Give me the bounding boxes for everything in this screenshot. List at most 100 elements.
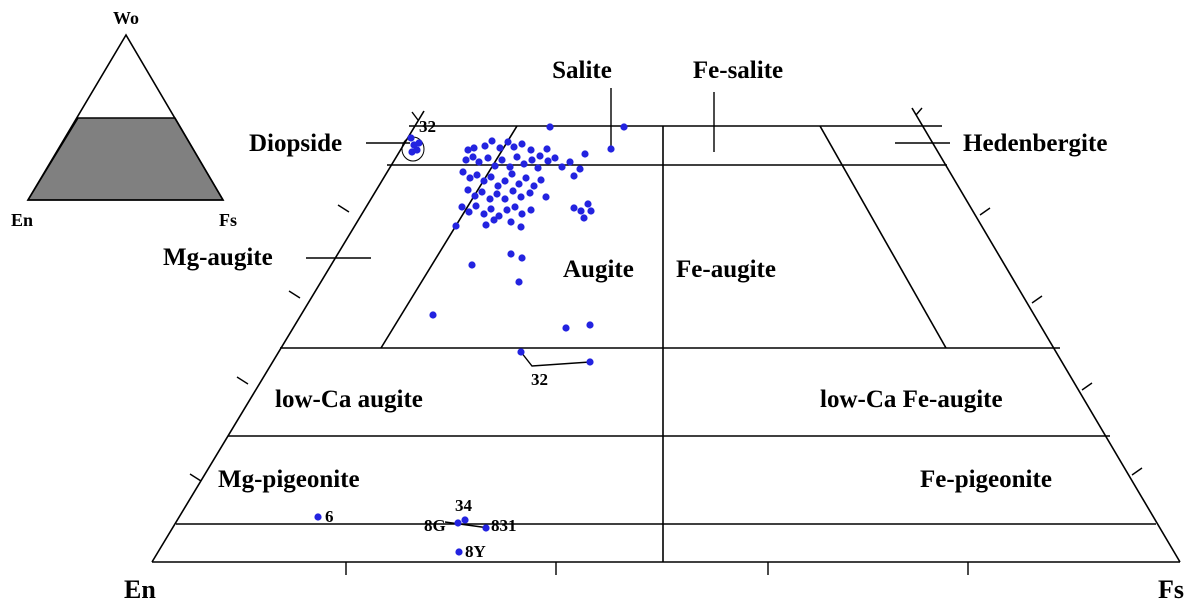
- data-point: [488, 137, 496, 145]
- point-label-8g: 8G: [424, 516, 446, 535]
- data-point: [536, 152, 544, 160]
- point-label-32-mid: 32: [531, 370, 548, 389]
- data-point: [517, 193, 525, 201]
- data-point: [501, 177, 509, 185]
- field-labels: Diopside Salite Fe-salite Hedenbergite M…: [163, 57, 1107, 493]
- data-point: [515, 180, 523, 188]
- tick-left-1: [189, 473, 202, 482]
- data-point: [504, 138, 512, 146]
- data-point: [469, 153, 477, 161]
- data-points: [314, 123, 628, 556]
- data-point: [506, 163, 514, 171]
- data-point: [462, 156, 470, 164]
- data-point: [465, 208, 473, 216]
- data-point: [562, 324, 570, 332]
- data-point: [484, 154, 492, 162]
- label-augite: Augite: [563, 256, 634, 283]
- label-mg-augite: Mg-augite: [163, 244, 273, 271]
- data-point: [526, 189, 534, 197]
- axis-label-fs: Fs: [1158, 575, 1184, 604]
- boundary-mg-augite: [380, 125, 518, 349]
- inset-label-en: En: [11, 210, 33, 230]
- data-point: [498, 156, 506, 164]
- leader-8g-831: [444, 521, 490, 529]
- data-point: [472, 202, 480, 210]
- data-point: [527, 206, 535, 214]
- boundary-fe-augite: [819, 125, 947, 349]
- data-point: [314, 513, 322, 521]
- data-point: [454, 519, 462, 527]
- data-point: [509, 187, 517, 195]
- data-point: [482, 524, 490, 532]
- label-mg-pigeonite: Mg-pigeonite: [218, 466, 360, 493]
- data-point: [487, 173, 495, 181]
- data-point: [491, 162, 499, 170]
- label-fe-pigeonite: Fe-pigeonite: [920, 466, 1052, 493]
- tick-left-2: [236, 376, 249, 385]
- data-point: [407, 134, 415, 142]
- data-point: [570, 172, 578, 180]
- data-point: [482, 221, 490, 229]
- data-point: [481, 142, 489, 150]
- inset-label-wo: Wo: [113, 8, 139, 28]
- inset-label-fs: Fs: [219, 210, 237, 230]
- inset-shaded-region: [26, 117, 225, 201]
- data-point: [584, 200, 592, 208]
- point-label-8y: 8Y: [465, 542, 486, 561]
- data-point: [580, 214, 588, 222]
- data-point: [480, 177, 488, 185]
- axis-label-en: En: [124, 575, 156, 604]
- data-point: [586, 321, 594, 329]
- data-point: [586, 358, 594, 366]
- tick-right-2: [1081, 382, 1093, 391]
- data-point: [473, 171, 481, 179]
- data-point: [581, 150, 589, 158]
- data-point: [518, 140, 526, 148]
- tick-right-3: [1031, 295, 1043, 304]
- label-fe-augite: Fe-augite: [676, 256, 776, 283]
- data-point: [542, 193, 550, 201]
- data-point: [518, 210, 526, 218]
- point-label-32-top: 32: [419, 117, 436, 136]
- data-point: [507, 250, 515, 258]
- data-point: [507, 218, 515, 226]
- data-point: [508, 170, 516, 178]
- data-point: [544, 157, 552, 165]
- data-point: [513, 153, 521, 161]
- label-low-ca-fe-augite: low-Ca Fe-augite: [820, 386, 1003, 413]
- data-point: [464, 146, 472, 154]
- tick-right-1: [1131, 467, 1143, 476]
- data-point: [470, 144, 478, 152]
- data-point: [534, 164, 542, 172]
- data-point: [455, 548, 463, 556]
- data-point: [558, 163, 566, 171]
- data-point: [620, 123, 628, 131]
- data-point: [511, 203, 519, 211]
- data-point: [475, 158, 483, 166]
- left-side: [151, 110, 425, 563]
- label-salite: Salite: [552, 57, 612, 84]
- data-point: [490, 216, 498, 224]
- label-fe-salite: Fe-salite: [693, 57, 783, 84]
- tick-left-3: [288, 290, 301, 299]
- point-labels: 32 32 34 8G 831 8Y 6: [325, 117, 548, 561]
- data-point: [478, 188, 486, 196]
- data-point: [494, 182, 502, 190]
- data-point: [459, 168, 467, 176]
- data-point: [528, 156, 536, 164]
- data-point: [527, 146, 535, 154]
- data-point: [452, 222, 460, 230]
- label-hedenbergite: Hedenbergite: [963, 130, 1107, 157]
- data-point: [510, 143, 518, 151]
- data-point: [429, 311, 437, 319]
- data-point: [515, 278, 523, 286]
- right-side: [911, 107, 1181, 563]
- data-point: [517, 223, 525, 231]
- data-point: [577, 207, 585, 215]
- leader-32-mid: [520, 351, 591, 367]
- data-point: [576, 165, 584, 173]
- data-point: [487, 205, 495, 213]
- data-point: [551, 154, 559, 162]
- data-point: [480, 210, 488, 218]
- tick-left-5: [411, 111, 419, 121]
